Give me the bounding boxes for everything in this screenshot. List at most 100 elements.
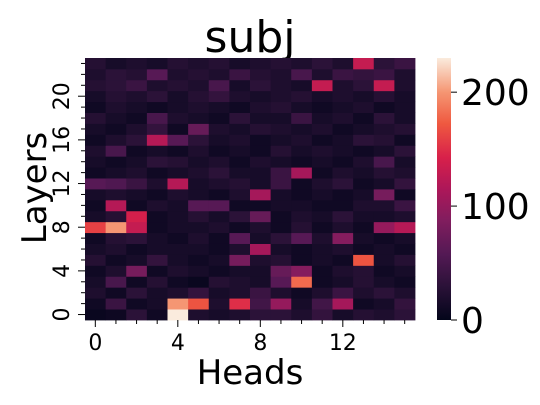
- heatmap-cell: [188, 167, 210, 179]
- heatmap-cell: [250, 199, 272, 212]
- heatmap-cell: [373, 123, 395, 135]
- heatmap-cell: [188, 145, 210, 157]
- y-axis-label: Layers: [15, 132, 55, 245]
- heatmap-cell: [167, 199, 189, 212]
- heatmap-cell: [85, 134, 107, 146]
- heatmap-cell: [126, 210, 148, 223]
- heatmap-cell: [229, 79, 251, 92]
- heatmap-cell: [270, 287, 292, 299]
- colorbar-ticks: 0 100 200: [451, 73, 530, 342]
- heatmap-cell: [146, 189, 168, 201]
- heatmap-cell: [311, 101, 333, 113]
- heatmap-cell: [250, 145, 272, 157]
- heatmap-cell: [229, 232, 251, 244]
- heatmap-cell: [85, 178, 107, 190]
- heatmap-cell: [373, 112, 395, 124]
- heatmap-cell: [105, 101, 127, 113]
- colorbar-tick-label: 0: [461, 301, 484, 342]
- heatmap-cell: [270, 68, 292, 81]
- heatmap-cell: [250, 156, 272, 168]
- heatmap-cell: [311, 265, 333, 277]
- heatmap-cell: [394, 112, 416, 124]
- heatmap-cell: [291, 221, 313, 234]
- heatmap-cell: [188, 221, 210, 234]
- heatmap-cell: [85, 210, 107, 223]
- heatmap-cell: [146, 287, 168, 299]
- y-tick-label: 20: [50, 82, 75, 110]
- heatmap-cell: [146, 254, 168, 266]
- heatmap-cell: [332, 265, 354, 277]
- heatmap-cell: [105, 265, 127, 277]
- heatmap-cell: [208, 79, 230, 92]
- heatmap-cell: [229, 58, 251, 70]
- heatmap-cell: [332, 276, 354, 288]
- heatmap-cell: [311, 178, 333, 190]
- heatmap-cell: [270, 178, 292, 190]
- heatmap-cell: [250, 178, 272, 190]
- heatmap-cell: [394, 101, 416, 113]
- heatmap-cell: [146, 232, 168, 244]
- heatmap-cell: [208, 167, 230, 179]
- heatmap-cell: [291, 276, 313, 288]
- heatmap-cell: [353, 123, 375, 135]
- heatmap-cell: [332, 167, 354, 179]
- heatmap-cell: [394, 134, 416, 146]
- heatmap-cell: [229, 210, 251, 223]
- heatmap-cell: [85, 145, 107, 157]
- heatmap-cell: [146, 58, 168, 70]
- heatmap-cell: [270, 232, 292, 244]
- heatmap-cell: [394, 68, 416, 81]
- heatmap-cell: [291, 134, 313, 146]
- heatmap-cell: [85, 101, 107, 113]
- heatmap-cell: [291, 112, 313, 124]
- heatmap-cell: [208, 178, 230, 190]
- heatmap-cell: [353, 167, 375, 179]
- heatmap-cell: [373, 210, 395, 223]
- heatmap-cell: [229, 123, 251, 135]
- heatmap-cell: [353, 232, 375, 244]
- heatmap-cell: [394, 156, 416, 168]
- heatmap-cell: [311, 287, 333, 299]
- heatmap-cell: [188, 123, 210, 135]
- heatmap-cell: [105, 232, 127, 244]
- heatmap-cell: [250, 58, 272, 70]
- heatmap-cell: [291, 79, 313, 92]
- heatmap-cell: [126, 243, 148, 255]
- heatmap-cell: [126, 58, 148, 70]
- heatmap-cell: [167, 309, 189, 321]
- heatmap-cell: [291, 265, 313, 277]
- heatmap-cell: [208, 112, 230, 124]
- heatmap-cell: [167, 68, 189, 81]
- heatmap-cell: [270, 189, 292, 201]
- heatmap-cell: [167, 112, 189, 124]
- heatmap-cell: [373, 232, 395, 244]
- heatmap-cell: [353, 199, 375, 212]
- heatmap-cells: [85, 58, 416, 321]
- heatmap-cell: [353, 243, 375, 255]
- heatmap-cell: [167, 298, 189, 310]
- heatmap-cell: [188, 309, 210, 321]
- heatmap-cell: [229, 101, 251, 113]
- heatmap-cell: [105, 298, 127, 310]
- heatmap-cell: [105, 134, 127, 146]
- heatmap-cell: [105, 112, 127, 124]
- heatmap-cell: [250, 134, 272, 146]
- heatmap-cell: [394, 90, 416, 103]
- heatmap-cell: [105, 79, 127, 92]
- heatmap-cell: [105, 68, 127, 81]
- heatmap-cell: [353, 145, 375, 157]
- x-tick-label: 12: [329, 331, 357, 356]
- heatmap-cell: [146, 101, 168, 113]
- heatmap-cell: [208, 265, 230, 277]
- heatmap-cell: [229, 112, 251, 124]
- heatmap-cell: [373, 101, 395, 113]
- heatmap-cell: [229, 134, 251, 146]
- heatmap-cell: [332, 199, 354, 212]
- heatmap-cell: [85, 309, 107, 321]
- heatmap-cell: [311, 221, 333, 234]
- heatmap-cell: [85, 276, 107, 288]
- heatmap-cell: [250, 254, 272, 266]
- heatmap-cell: [188, 112, 210, 124]
- heatmap-cell: [167, 221, 189, 234]
- heatmap-cell: [353, 298, 375, 310]
